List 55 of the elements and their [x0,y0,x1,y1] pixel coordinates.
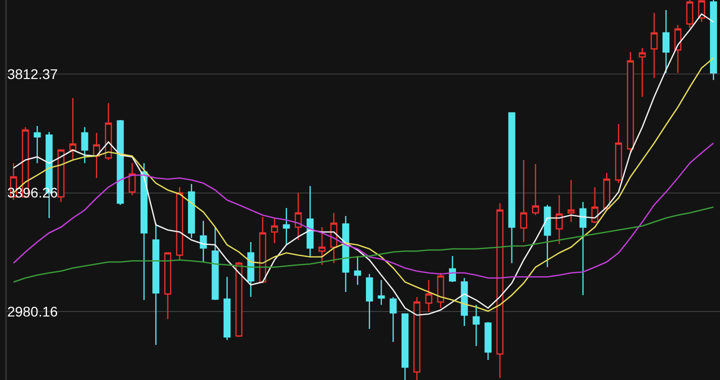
candlestick [128,162,136,196]
candlestick [615,123,622,184]
candlestick [366,273,373,330]
candlestick [390,296,397,343]
candlestick [224,276,231,341]
candlestick [460,277,468,327]
candlestick [710,0,717,81]
candlestick [152,222,160,346]
candlestick [402,313,409,380]
candlestick [568,179,575,223]
candlestick [188,183,195,239]
candlestick [626,51,634,153]
candlestick [247,241,254,298]
candlestick [69,97,76,161]
candlestick [378,279,385,306]
candlestick [200,220,207,263]
candlestick [282,207,290,246]
candlestick [472,304,480,347]
candlestick [579,201,586,296]
candlestick [532,163,540,216]
candlestick [448,255,456,283]
candlestick [591,186,598,224]
candlestick [544,204,551,268]
candlestick [259,216,266,283]
candlestick [662,9,670,74]
candlestick [116,119,124,206]
candlestick [354,255,362,286]
candlestick [638,47,646,98]
candlestick [235,261,242,338]
candlestick [603,172,610,211]
candlestick [212,226,219,301]
candlestick [437,272,444,309]
candlestick [34,125,41,164]
candlestick [176,186,184,261]
candlestick [57,149,64,203]
candlestick [164,252,172,320]
candlestick [104,102,112,161]
candlestick [556,194,563,245]
candlestick [342,215,350,293]
candlestick [306,185,314,258]
candlestick [674,24,682,74]
candlestick [520,159,528,243]
candlestick [294,192,302,241]
y-tick-label: 2980.16 [7,304,58,320]
candlestick [81,126,88,164]
candlestick [484,321,492,361]
candlestick [318,226,326,266]
candlestick [271,217,278,244]
y-tick-label: 3812.37 [7,66,58,82]
candlestick [140,162,148,301]
candlestick [650,12,658,79]
candlestick [93,132,100,179]
candlestick [508,112,516,264]
line-series [12,206,714,283]
candlestick [425,279,432,313]
